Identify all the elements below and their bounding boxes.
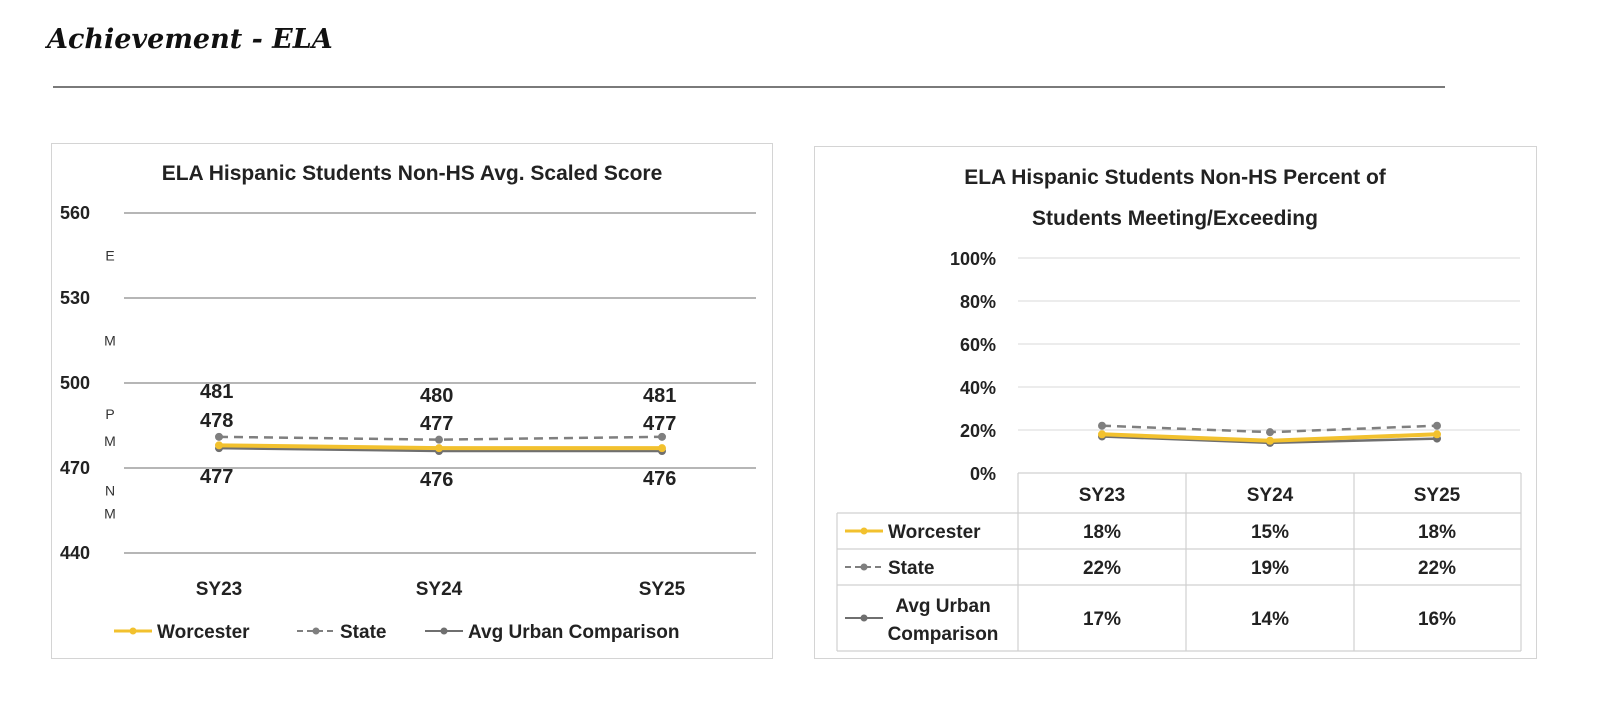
table-legend-marker-avg-urban-comparison [860, 614, 868, 622]
legend-label-avg-urban-comparison: Avg Urban Comparison [468, 622, 680, 643]
scaled-score-chart: ELA Hispanic Students Non-HS Avg. Scaled… [60, 162, 756, 643]
data-point-worcester [1433, 430, 1441, 439]
y-tick-label: 100% [950, 249, 996, 269]
data-label-state: 480 [420, 385, 453, 407]
y-tick-label: 40% [960, 378, 996, 398]
table-row-label-line: Comparison [888, 624, 999, 645]
table-row-label-worcester: Worcester [888, 522, 981, 543]
data-point-worcester [658, 444, 666, 453]
scaled-score-chart-panel: ELA Hispanic Students Non-HS Avg. Scaled… [51, 143, 773, 659]
percent-meeting-chart: ELA Hispanic Students Non-HS Percent of S… [836, 166, 1522, 652]
y-tick-label: 60% [960, 335, 996, 355]
y-tick-label: 500 [60, 373, 90, 393]
y-tick-label: 560 [60, 203, 90, 223]
performance-band-label: N [105, 483, 115, 499]
y-tick-label: 20% [960, 421, 996, 441]
table-cell-avg-urban-comparison: 14% [1251, 609, 1289, 630]
y-tick-label: 440 [60, 543, 90, 563]
data-point-worcester [1098, 430, 1106, 439]
y-tick-label: 80% [960, 292, 996, 312]
percent-meeting-chart-panel: ELA Hispanic Students Non-HS Percent of S… [814, 146, 1537, 659]
data-point-state [215, 432, 223, 441]
data-point-state [1433, 421, 1441, 430]
table-row-label-line: Avg Urban [895, 596, 990, 617]
data-point-worcester [1266, 436, 1274, 445]
table-header-sy24: SY24 [1247, 485, 1294, 506]
table-cell-state: 22% [1418, 558, 1456, 579]
data-point-state [1098, 421, 1106, 430]
series-line-state [218, 435, 663, 441]
heading-divider [53, 86, 1445, 88]
table-cell-state: 19% [1251, 558, 1289, 579]
data-label-avg-urban-comparison: 476 [420, 469, 453, 491]
table-cell-state: 22% [1083, 558, 1121, 579]
data-label-avg-urban-comparison: 477 [200, 466, 233, 488]
data-point-state [1266, 428, 1274, 437]
table-cell-worcester: 18% [1418, 522, 1456, 543]
data-label-avg-urban-comparison: 476 [643, 468, 676, 490]
data-label-state: 481 [200, 381, 233, 403]
x-tick-label-sy25: SY25 [639, 579, 686, 600]
performance-band-label: P [105, 406, 114, 422]
table-legend-marker-state [860, 563, 868, 571]
performance-band-label: M [104, 505, 116, 521]
performance-band-label: E [105, 248, 114, 264]
table-row-label-state: State [888, 558, 934, 579]
table-legend-marker-worcester [860, 527, 868, 535]
data-label-worcester: 477 [420, 413, 453, 435]
chart-title: ELA Hispanic Students Non-HS Avg. Scaled… [162, 162, 663, 185]
table-cell-worcester: 15% [1251, 522, 1289, 543]
data-label-state: 481 [643, 385, 676, 407]
data-label-worcester: 477 [643, 413, 676, 435]
table-header-sy25: SY25 [1414, 485, 1461, 506]
data-point-worcester [215, 441, 223, 450]
y-tick-label: 0% [970, 464, 996, 484]
performance-band-label: M [104, 433, 116, 449]
x-tick-label-sy23: SY23 [196, 579, 242, 600]
performance-band-label: M [104, 333, 116, 349]
chart-title-line: Students Meeting/Exceeding [1032, 207, 1318, 230]
page-title: Achievement - ELA [47, 24, 333, 55]
chart-title-line: ELA Hispanic Students Non-HS Percent of [964, 166, 1387, 189]
legend-marker-worcester [129, 627, 137, 635]
y-tick-label: 470 [60, 458, 90, 478]
x-tick-label-sy24: SY24 [416, 579, 463, 600]
data-point-state [435, 435, 443, 444]
legend-label-worcester: Worcester [157, 622, 250, 643]
table-cell-avg-urban-comparison: 17% [1083, 609, 1121, 630]
data-point-worcester [435, 444, 443, 453]
table-cell-worcester: 18% [1083, 522, 1121, 543]
table-header-sy23: SY23 [1079, 485, 1125, 506]
data-label-worcester: 478 [200, 410, 233, 432]
table-cell-avg-urban-comparison: 16% [1418, 609, 1456, 630]
legend-label-state: State [340, 622, 386, 643]
data-point-state [658, 432, 666, 441]
legend-marker-state [312, 627, 320, 635]
y-tick-label: 530 [60, 288, 90, 308]
legend-marker-avg-urban-comparison [440, 627, 448, 635]
